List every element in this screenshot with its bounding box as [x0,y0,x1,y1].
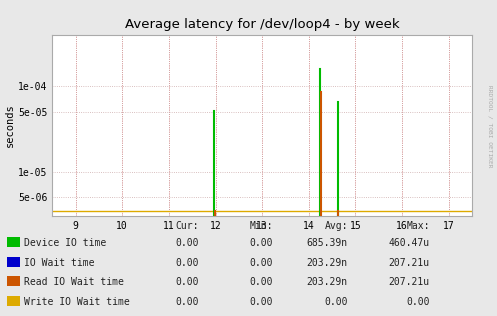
Text: 207.21u: 207.21u [389,277,430,287]
Text: 207.21u: 207.21u [389,258,430,268]
Text: 0.00: 0.00 [325,297,348,307]
Text: Write IO Wait time: Write IO Wait time [24,297,130,307]
Text: Cur:: Cur: [175,221,199,231]
Text: 0.00: 0.00 [250,297,273,307]
Text: Min:: Min: [250,221,273,231]
Text: 685.39n: 685.39n [307,238,348,248]
Text: Max:: Max: [407,221,430,231]
Text: 0.00: 0.00 [407,297,430,307]
Text: 203.29n: 203.29n [307,277,348,287]
Text: 0.00: 0.00 [175,258,199,268]
Text: Read IO Wait time: Read IO Wait time [24,277,124,287]
Text: 203.29n: 203.29n [307,258,348,268]
Y-axis label: seconds: seconds [5,104,15,148]
Title: Average latency for /dev/loop4 - by week: Average latency for /dev/loop4 - by week [125,18,400,31]
Text: 0.00: 0.00 [250,238,273,248]
Text: 0.00: 0.00 [250,258,273,268]
Text: Device IO time: Device IO time [24,238,106,248]
Text: IO Wait time: IO Wait time [24,258,94,268]
Text: 0.00: 0.00 [175,277,199,287]
Text: RRDTOOL / TOBI OETIKER: RRDTOOL / TOBI OETIKER [487,85,492,168]
Text: 0.00: 0.00 [250,277,273,287]
Text: 460.47u: 460.47u [389,238,430,248]
Text: 0.00: 0.00 [175,297,199,307]
Text: 0.00: 0.00 [175,238,199,248]
Text: Avg:: Avg: [325,221,348,231]
